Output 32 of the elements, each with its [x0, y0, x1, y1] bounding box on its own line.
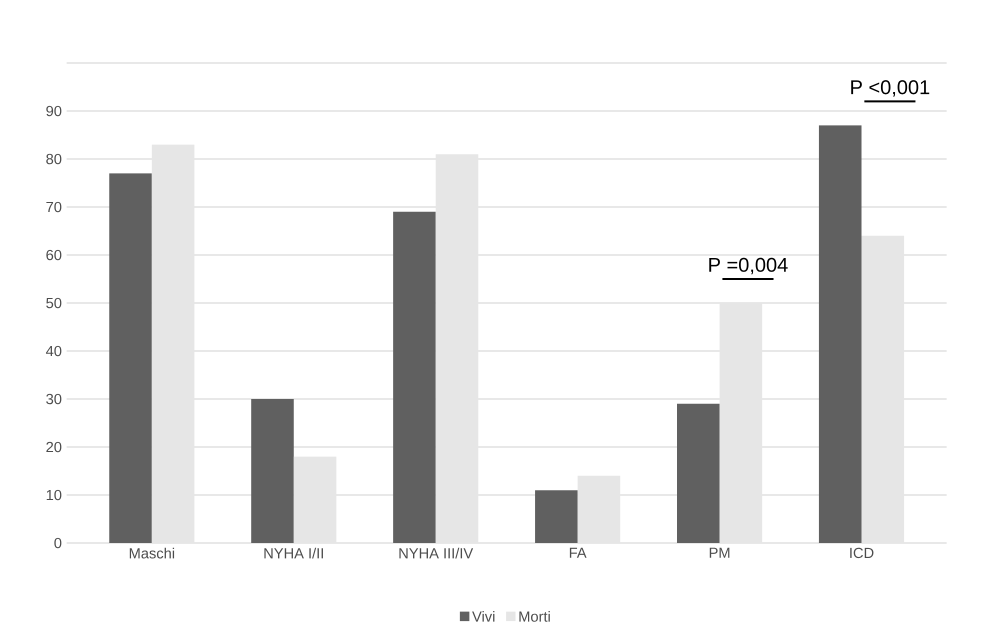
y-tick-label: 40: [46, 346, 62, 356]
annotation: P =0,004: [709, 258, 788, 274]
y-tick-label: 10: [46, 490, 62, 500]
bar: [251, 399, 294, 543]
bar: [862, 236, 904, 543]
x-tick-label: FA: [570, 548, 587, 558]
x-tick-label: Maschi: [130, 548, 174, 558]
bar: [294, 456, 336, 543]
y-tick-label: 30: [46, 394, 62, 404]
y-tick-label: 0: [54, 538, 62, 548]
y-tick-label: 80: [46, 154, 62, 164]
bar: [676, 404, 720, 543]
bar: [578, 476, 620, 543]
y-tick-label: 70: [46, 202, 62, 212]
y-tick-label: 20: [46, 442, 62, 452]
x-tick-label: NYHA I/II: [264, 548, 323, 558]
y-tick-label: 50: [46, 298, 62, 308]
bar: [393, 212, 436, 543]
legend-label: Morti: [519, 611, 550, 622]
x-tick-label: ICD: [850, 548, 874, 558]
bar: [535, 490, 578, 543]
annotation: P <0,001: [851, 80, 930, 97]
bar: [436, 154, 478, 543]
legend-label: Vivi: [472, 611, 494, 622]
bar: [109, 173, 152, 543]
y-tick-label: 90: [46, 106, 62, 116]
y-tick-label: 60: [46, 250, 62, 260]
bar: [720, 303, 762, 543]
bar: [818, 125, 862, 543]
bar: [152, 144, 194, 543]
x-tick-label: PM: [710, 548, 730, 558]
x-tick-label: NYHA III/IV: [399, 548, 474, 558]
